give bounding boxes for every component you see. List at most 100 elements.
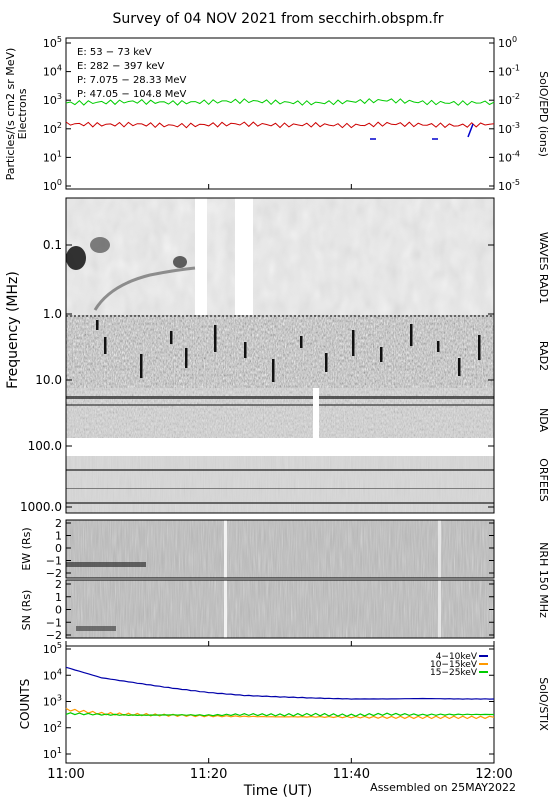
rad2-burst-streak	[272, 359, 275, 382]
x-axis-ticks: 11:00 11:20 11:40 12:00	[47, 184, 513, 782]
particles-left-tick-label: 101	[43, 149, 62, 164]
particles-ylabel: Particles/(s cm2 sr MeV)	[4, 48, 17, 181]
particles-right-tick-label: 10-1	[498, 64, 520, 79]
instrument-label-nda: NDA	[537, 408, 550, 433]
rad1-burst	[66, 246, 86, 270]
instrument-label-rad2: RAD2	[537, 341, 550, 371]
particles-right-ticks: 100 10-1 10-2 10-3 10-4 10-5	[489, 35, 520, 193]
rad2-burst-streak	[214, 325, 217, 352]
particles-frame	[65, 37, 495, 190]
particles-legend-entry: E: 282 − 397 keV	[77, 61, 165, 72]
rad2-bursts	[96, 320, 481, 382]
chart-title: Survey of 04 NOV 2021 from secchirh.obsp…	[112, 11, 443, 27]
stix-series-line	[65, 707, 495, 720]
rad1-data-gap	[195, 198, 207, 315]
nda-texture	[66, 388, 494, 438]
particles-left-tick-label: 102	[43, 121, 62, 136]
particles-series-group	[65, 98, 495, 140]
x-tick-label: 12:00	[475, 767, 512, 782]
particles-left-tick-label: 103	[43, 92, 62, 107]
stix-right-label: SolO/STIX	[537, 677, 550, 731]
particles-right-tick-label: 10-2	[498, 92, 520, 107]
rad2-burst-streak	[380, 347, 383, 362]
nrh-sn-panel: 210−1−2 SN (Rs) NRH 150 MHz	[20, 542, 550, 642]
nrh-right-label: NRH 150 MHz	[537, 542, 550, 618]
rad2-burst-streak	[244, 342, 247, 358]
spectrogram-panel: 0.1 1.0 10.0 100.0 1000.0 Frequency (MHz) WA…	[5, 197, 550, 514]
nda-band	[66, 404, 494, 406]
rad1-burst	[173, 256, 187, 268]
nrh-sn-gap	[438, 580, 441, 638]
x-tick-label: 11:40	[333, 767, 370, 782]
spectrogram-tick-label: 0.1	[43, 238, 62, 252]
waves-rad1-texture	[66, 198, 494, 315]
nrh-sn-tick-label: −1	[46, 616, 62, 629]
spectrogram-tick-label: 10.0	[35, 373, 62, 387]
x-tick-label: 11:20	[190, 767, 227, 782]
stix-series-line	[65, 666, 495, 700]
particles-left-tick-label: 100	[43, 178, 62, 193]
nrh-ew-tick-label: 2	[55, 517, 62, 530]
rad2-burst-streak	[185, 348, 188, 368]
nrh-sn-label: SN (Rs)	[20, 590, 33, 631]
stix-ticks: 105 104 103 102 101	[43, 641, 494, 761]
particles-legend-entry: P: 47.05 − 104.8 MeV	[77, 89, 187, 100]
particles-legend-entry: E: 53 − 73 keV	[77, 47, 152, 58]
rad2-burst-streak	[300, 336, 303, 348]
rad2-burst-streak	[410, 324, 413, 346]
rad2-burst-streak	[140, 354, 143, 378]
stix-frame	[65, 645, 495, 764]
nrh-ew-label: EW (Rs)	[20, 527, 33, 570]
nrh-sn-gap	[224, 580, 227, 638]
nrh-sn-texture	[66, 580, 494, 638]
nrh-ew-panel: 210−1−2 EW (Rs)	[20, 517, 495, 580]
rad1-drift-feature	[93, 266, 196, 311]
rad2-burst-streak	[478, 335, 481, 360]
nrh-sn-ticks: 210−1−2	[46, 578, 494, 642]
nrh-ew-gap	[438, 520, 441, 578]
nda-band	[66, 396, 494, 399]
nrh-ew-source	[66, 562, 146, 567]
particles-right-tick-label: 10-5	[498, 178, 520, 193]
particles-legend: E: 53 − 73 keV E: 282 − 397 keV P: 7.075 −…	[77, 47, 187, 100]
spectrogram-ticks: 0.1 1.0 10.0 100.0 1000.0	[20, 238, 494, 514]
orfees-band	[66, 502, 494, 504]
particles-right-tick-label: 100	[498, 35, 517, 50]
stix-legend-label: 4−10keV	[436, 652, 478, 662]
stix-tick-label: 103	[43, 694, 62, 709]
nrh-sn-tick-label: −2	[46, 629, 62, 642]
rad2-burst-streak	[170, 331, 173, 344]
stix-legend-label: 10−15keV	[430, 660, 478, 670]
spectrogram-tick-label: 1000.0	[20, 500, 62, 514]
nrh-ew-gap	[224, 520, 227, 578]
rad2-burst-streak	[352, 330, 355, 356]
rad2-burst-streak	[325, 353, 328, 372]
particles-right-label: SolO/EPD (ions)	[537, 71, 550, 157]
orfees-band	[66, 469, 494, 471]
footer-note: Assembled on 25MAY2022	[370, 781, 516, 794]
particles-left-tick-label: 104	[43, 64, 62, 79]
particles-right-tick-label: 10-4	[498, 149, 520, 164]
orfees-texture	[66, 456, 494, 513]
rad1-data-gap	[235, 198, 253, 315]
orfees-band	[66, 488, 494, 489]
rad2-texture	[66, 315, 494, 388]
stix-tick-label: 105	[43, 641, 62, 656]
stix-tick-label: 101	[43, 746, 62, 761]
rad2-burst-streak	[458, 358, 461, 376]
stix-legend-label: 15−25keV	[430, 668, 478, 678]
instrument-label-waves-rad1: WAVES RAD1	[537, 232, 550, 304]
particles-ylabel-electrons: Electrons	[16, 88, 29, 139]
rad2-burst-streak	[104, 337, 107, 354]
nrh-ew-tick-label: 0	[55, 542, 62, 555]
particles-right-tick-label: 10-3	[498, 121, 520, 136]
particles-left-ticks: 105 104 103 102 101 100	[43, 35, 71, 193]
stix-tick-label: 104	[43, 667, 62, 682]
instrument-label-orfees: ORFEES	[537, 458, 550, 502]
nrh-ew-frame	[65, 519, 495, 579]
particles-legend-entry: P: 7.075 − 28.33 MeV	[77, 75, 187, 86]
stix-series-line	[65, 712, 494, 717]
